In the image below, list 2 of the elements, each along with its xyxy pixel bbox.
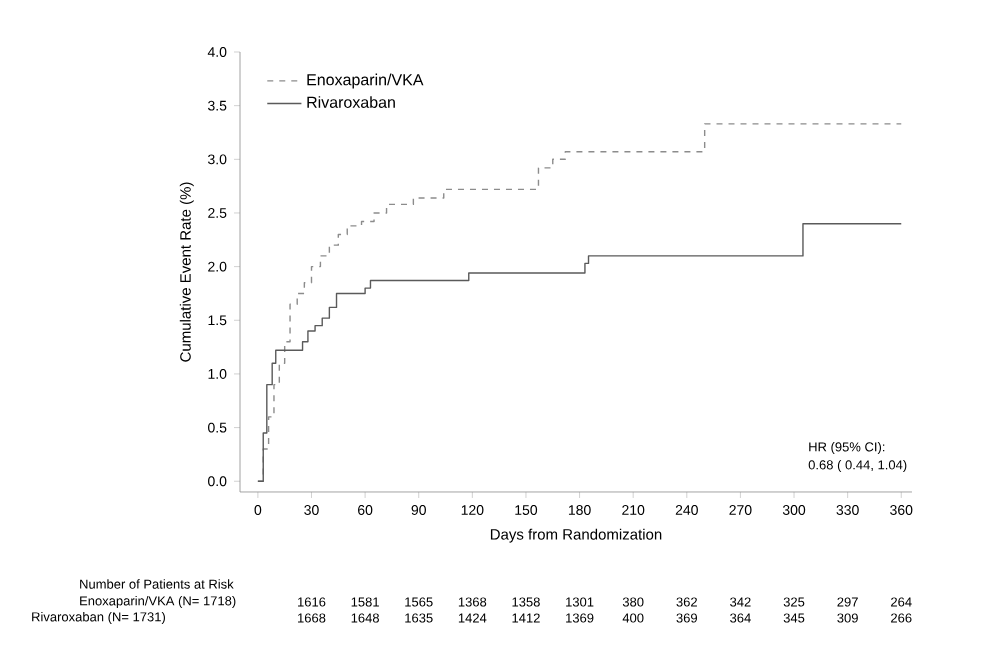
- legend-label: Enoxaparin/VKA: [307, 73, 424, 89]
- legend-label: Rivaroxaban: [307, 96, 395, 108]
